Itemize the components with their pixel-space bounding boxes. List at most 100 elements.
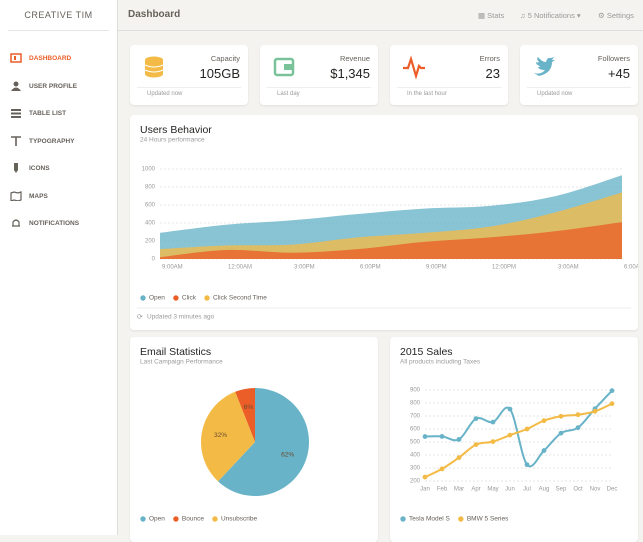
chart-card: Email Statistics Last Campaign Performanc… bbox=[130, 337, 378, 542]
nav-notifications[interactable]: NOTIFICATIONS bbox=[10, 218, 79, 228]
x-tick-label: 12:00AM bbox=[228, 265, 252, 271]
nav-label: DASHBOARD bbox=[29, 54, 72, 62]
x-tick-label: 3:00PM bbox=[294, 265, 315, 271]
stat-label: Errors bbox=[479, 54, 500, 63]
nav-table[interactable]: TABLE LIST bbox=[10, 108, 66, 118]
x-tick-label: 6:00AM bbox=[624, 265, 638, 271]
page-title: Dashboard bbox=[128, 9, 181, 20]
nav-maps[interactable]: MAPS bbox=[10, 191, 48, 201]
icon bbox=[10, 53, 22, 63]
brand[interactable]: CREATIVE TIM bbox=[8, 0, 109, 31]
area bbox=[160, 222, 622, 259]
legend-marker bbox=[173, 516, 179, 522]
icon bbox=[11, 109, 21, 118]
slice-label: 62% bbox=[281, 452, 294, 459]
x-tick-label: 9:00AM bbox=[162, 265, 183, 271]
point bbox=[456, 455, 462, 460]
legend-label: Open bbox=[149, 295, 165, 302]
stat-label: Revenue bbox=[339, 54, 370, 63]
nav-label: NOTIFICATIONS bbox=[29, 219, 80, 227]
chart-title: 2015 Sales bbox=[400, 346, 453, 358]
icon bbox=[12, 219, 20, 227]
x-tick-label: Sep bbox=[556, 487, 567, 493]
stat-card: Revenue $1,345 Last day bbox=[260, 45, 378, 105]
point bbox=[473, 416, 479, 421]
point bbox=[575, 425, 581, 431]
legend-marker bbox=[173, 295, 179, 301]
legend-label: Click bbox=[182, 295, 197, 302]
icon bbox=[11, 81, 21, 91]
x-tick-label: Mar bbox=[454, 487, 464, 493]
legend-marker bbox=[140, 516, 146, 522]
legend-label: Open bbox=[149, 516, 165, 523]
chart-subtitle: 24 Hours performance bbox=[140, 137, 205, 144]
link-text: Settings bbox=[606, 11, 634, 20]
nav-label: TYPOGRAPHY bbox=[29, 137, 75, 145]
nav-link[interactable]: ⚙ Settings bbox=[598, 11, 634, 20]
point bbox=[456, 437, 462, 442]
nav-user[interactable]: USER PROFILE bbox=[10, 81, 77, 91]
navbar: Dashboard ▦ Stats ♫ 5 Notifications ▾ ⚙ … bbox=[118, 0, 643, 31]
chart-subtitle: Last Campaign Performance bbox=[140, 359, 223, 366]
point bbox=[575, 412, 581, 418]
point bbox=[541, 418, 547, 424]
x-tick-label: Nov bbox=[590, 487, 601, 493]
point bbox=[439, 466, 445, 472]
stat-card: Capacity 105GB Updated now bbox=[130, 45, 248, 105]
point bbox=[609, 388, 615, 394]
point bbox=[558, 430, 564, 436]
point bbox=[473, 442, 479, 447]
y-tick-label: 600 bbox=[145, 203, 156, 209]
x-tick-label: Jun bbox=[505, 487, 515, 493]
y-tick-label: 700 bbox=[410, 414, 421, 420]
nav-link[interactable]: ♫ 5 Notifications ▾ bbox=[520, 11, 581, 20]
pie-slice bbox=[235, 388, 255, 442]
x-tick-label: Jul bbox=[523, 487, 531, 493]
legend-marker bbox=[458, 516, 464, 522]
point bbox=[422, 474, 428, 480]
legend-label: Click Second Time bbox=[213, 295, 267, 302]
point bbox=[490, 419, 496, 425]
point bbox=[507, 432, 513, 438]
sidebar: CREATIVE TIM DASHBOARD USER PROFILE TABL… bbox=[0, 0, 118, 535]
point bbox=[490, 439, 496, 445]
legend-label: BMW 5 Series bbox=[467, 516, 509, 523]
point bbox=[422, 434, 428, 439]
chart-title: Users Behavior bbox=[140, 124, 212, 136]
point bbox=[507, 406, 513, 412]
y-tick-label: 900 bbox=[410, 388, 421, 394]
x-tick-label: Jan bbox=[420, 487, 430, 493]
point bbox=[439, 434, 445, 439]
point bbox=[592, 408, 598, 414]
stat-label: Followers bbox=[597, 54, 630, 63]
nav-icons[interactable]: ICONS bbox=[10, 163, 50, 173]
stat-icon bbox=[273, 57, 295, 77]
legend-label: Unsubscribe bbox=[221, 516, 258, 523]
legend-label: Tesla Model S bbox=[409, 516, 450, 523]
icon bbox=[11, 136, 21, 146]
legend-marker bbox=[400, 516, 406, 522]
nav-link[interactable]: ▦ Stats bbox=[478, 11, 505, 20]
nav-typography[interactable]: TYPOGRAPHY bbox=[10, 136, 75, 146]
chart-card: Users Behavior 24 Hours performance 0 200 40… bbox=[130, 115, 643, 330]
nav-dashboard[interactable]: DASHBOARD bbox=[10, 53, 71, 63]
point bbox=[558, 413, 564, 419]
stat-value: 105GB bbox=[199, 66, 240, 81]
y-tick-label: 400 bbox=[410, 453, 421, 459]
nav-label: MAPS bbox=[29, 192, 48, 200]
stat-icon bbox=[534, 57, 555, 76]
x-tick-label: May bbox=[487, 487, 498, 493]
link-text: Stats bbox=[487, 11, 505, 20]
chart-title: Email Statistics bbox=[140, 346, 211, 358]
stat-footer: In the last hour bbox=[407, 91, 447, 97]
legend-marker bbox=[212, 516, 218, 522]
x-tick-label: 9:00PM bbox=[426, 265, 447, 271]
x-tick-label: Feb bbox=[437, 487, 448, 493]
y-tick-label: 1000 bbox=[142, 167, 156, 173]
y-tick-label: 800 bbox=[410, 401, 421, 407]
x-tick-label: Oct bbox=[573, 487, 583, 493]
x-tick-label: Aug bbox=[539, 487, 550, 493]
